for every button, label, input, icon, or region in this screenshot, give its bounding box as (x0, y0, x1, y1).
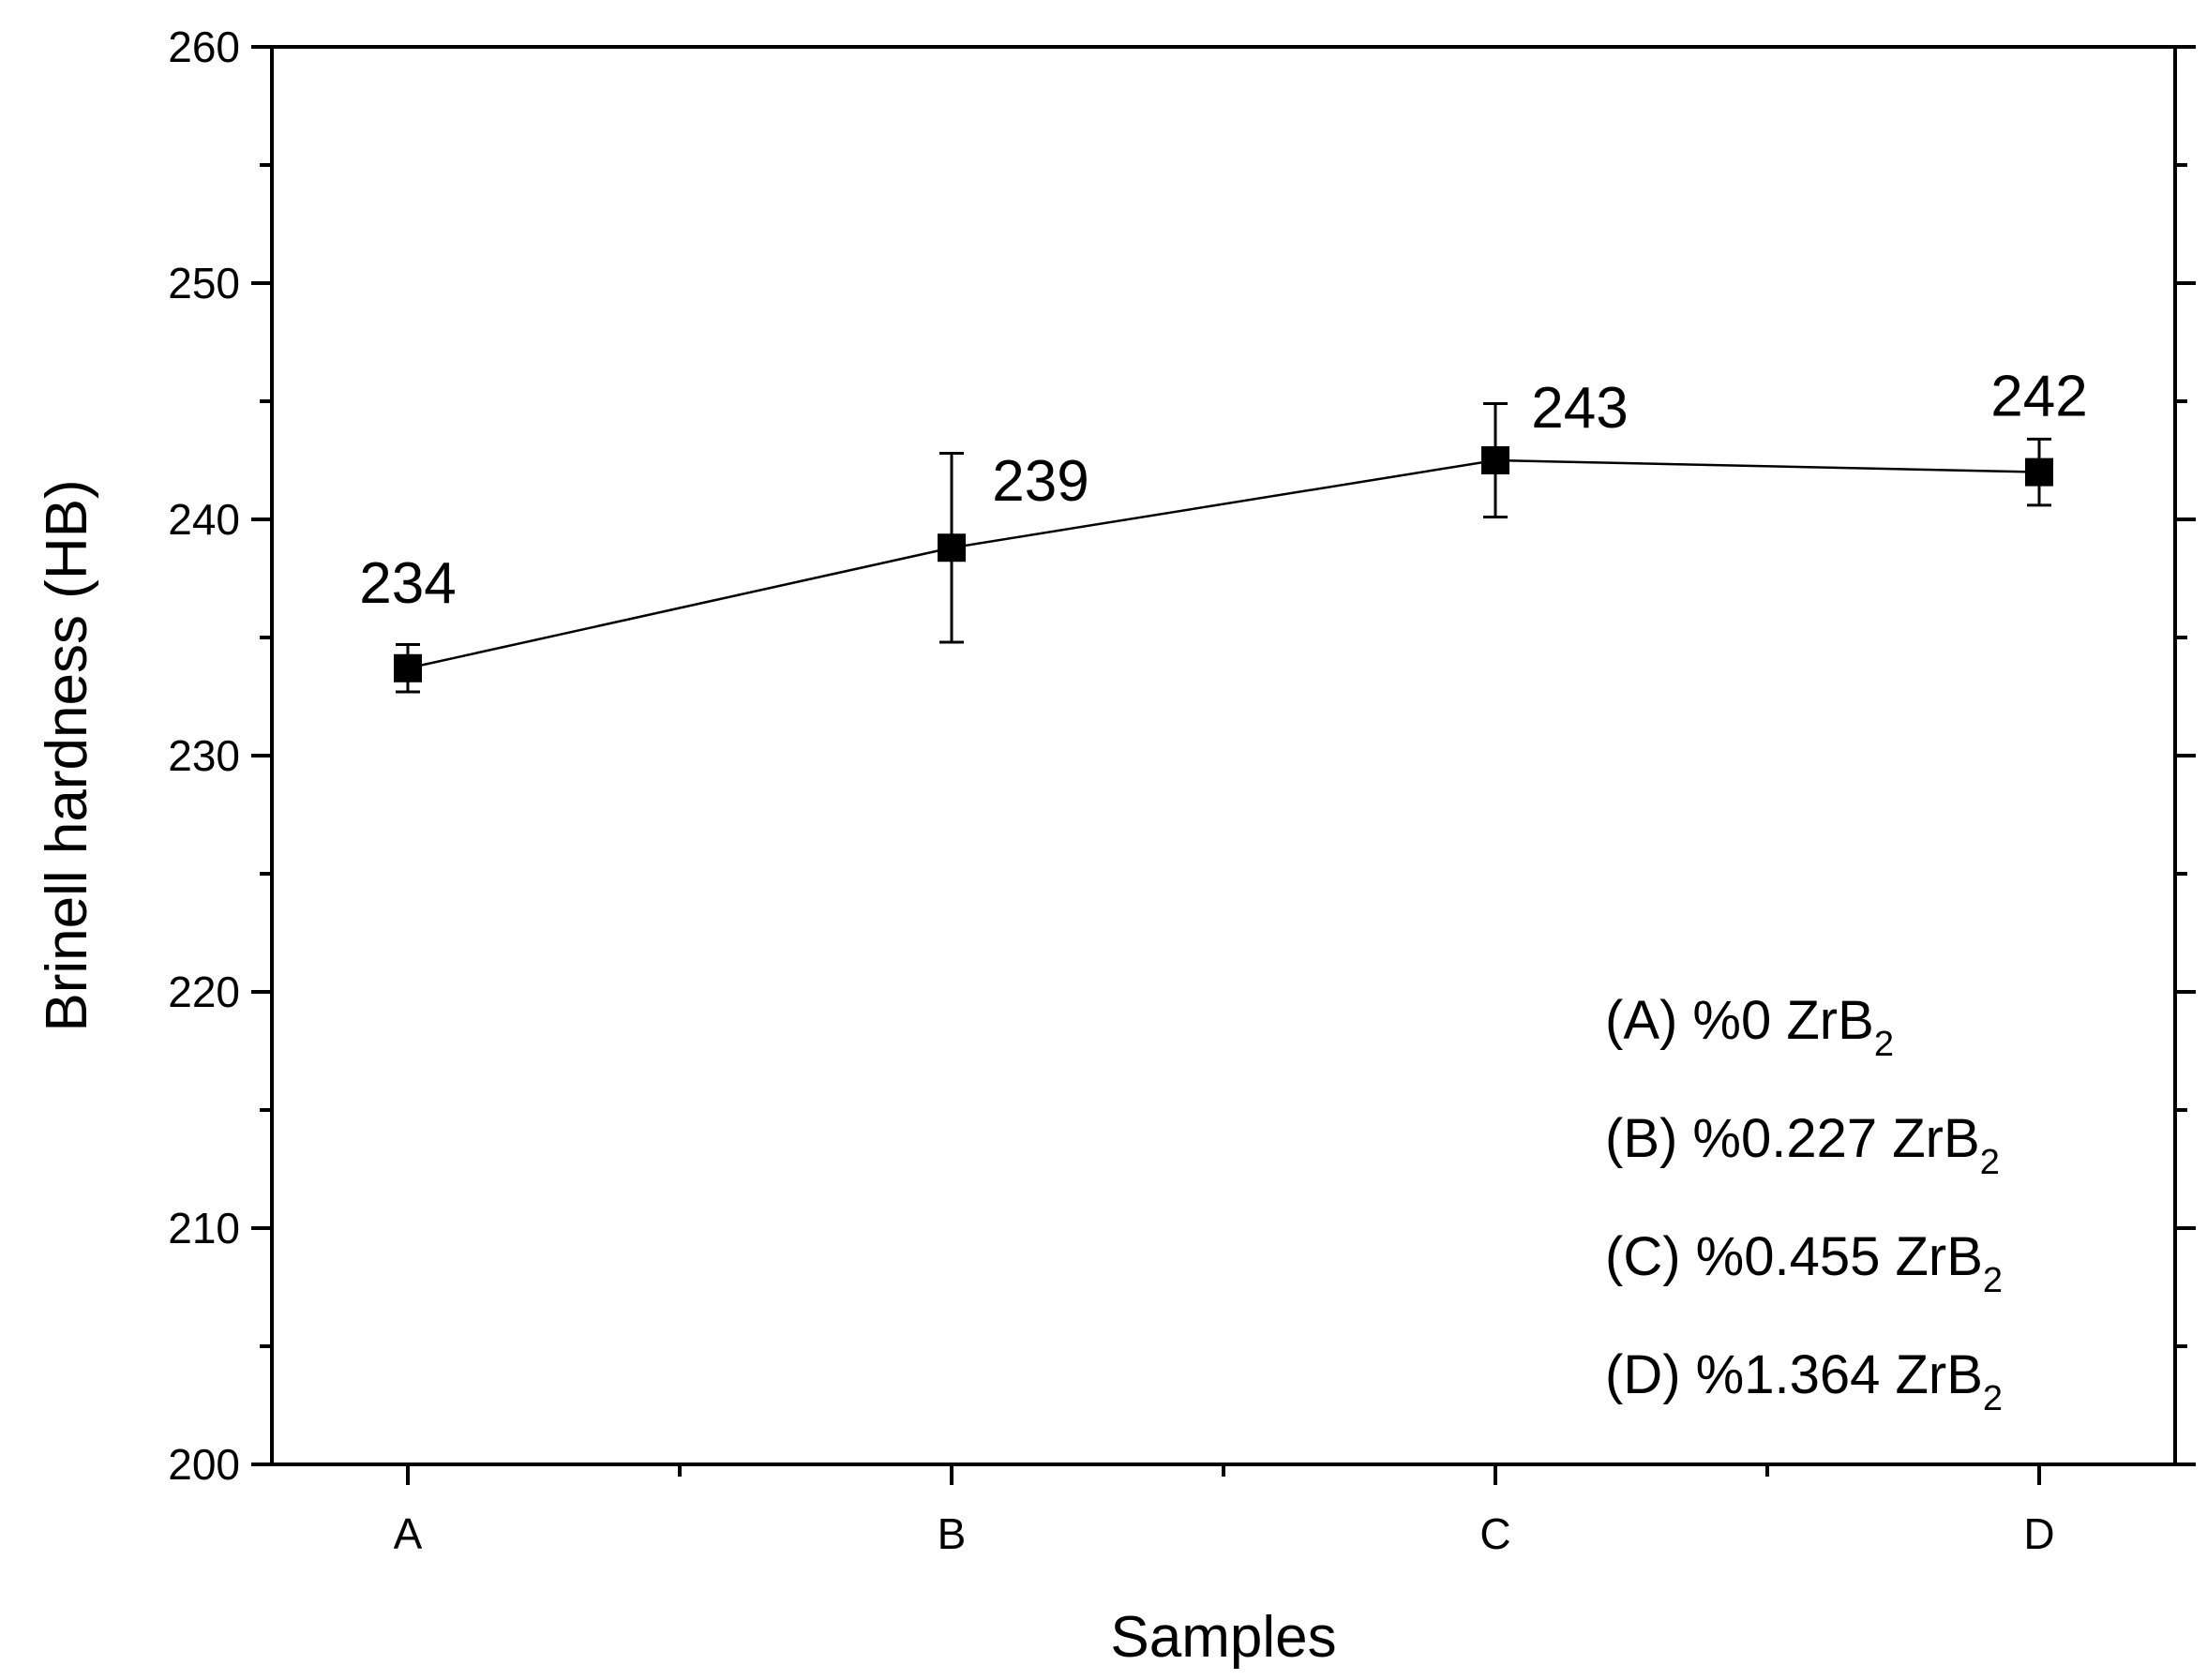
data-point-marker (1481, 446, 1509, 474)
legend-entry-text: (A) %0 ZrB (1605, 990, 1874, 1051)
x-tick-label: A (394, 1509, 423, 1558)
legend-entry-text: (C) %0.455 ZrB (1605, 1226, 1983, 1287)
x-tick-label: D (2023, 1509, 2054, 1558)
y-axis-title: Brinell hardness (HB) (35, 479, 99, 1031)
legend-entry-subscript: 2 (1983, 1379, 2003, 1418)
data-label: 239 (992, 449, 1088, 514)
legend-entry-text: (B) %0.227 ZrB (1605, 1108, 1980, 1169)
data-point-marker (394, 653, 422, 682)
x-tick-label: C (1479, 1509, 1510, 1558)
legend-entry: (C) %0.455 ZrB2 (1605, 1226, 2003, 1300)
y-tick-label: 260 (168, 22, 240, 71)
legend-entry-subscript: 2 (1983, 1261, 2003, 1300)
data-label: 234 (359, 551, 456, 616)
x-tick-label: B (938, 1509, 967, 1558)
legend-entry: (A) %0 ZrB2 (1605, 990, 1894, 1064)
data-series (394, 402, 2053, 694)
data-labels: 234 239 243 242 (359, 365, 2087, 616)
legend-entry-subscript: 2 (1874, 1025, 1894, 1064)
y-tick-label: 240 (168, 495, 240, 544)
axis-ticks (251, 45, 2196, 1485)
data-point-marker (938, 533, 966, 562)
y-tick-label: 220 (168, 968, 240, 1016)
tick-labels: 200 210 220 230 240 250 260 A B C D (168, 22, 2054, 1558)
data-label: 242 (1990, 365, 2087, 429)
legend-entry: (B) %0.227 ZrB2 (1605, 1108, 2000, 1182)
y-tick-label: 200 (168, 1440, 240, 1489)
series-line (407, 458, 2040, 669)
data-point-marker (2025, 458, 2053, 487)
y-tick-label: 230 (168, 731, 240, 780)
legend-entry: (D) %1.364 ZrB2 (1605, 1344, 2003, 1418)
legend: (A) %0 ZrB2(B) %0.227 ZrB2(C) %0.455 ZrB… (1605, 990, 2003, 1418)
x-axis-title: Samples (1110, 1605, 1336, 1670)
legend-entry-text: (D) %1.364 ZrB (1605, 1344, 1983, 1405)
y-tick-label: 210 (168, 1204, 240, 1252)
legend-entry-subscript: 2 (1980, 1143, 2000, 1182)
y-tick-label: 250 (168, 259, 240, 308)
data-label: 243 (1531, 376, 1628, 441)
